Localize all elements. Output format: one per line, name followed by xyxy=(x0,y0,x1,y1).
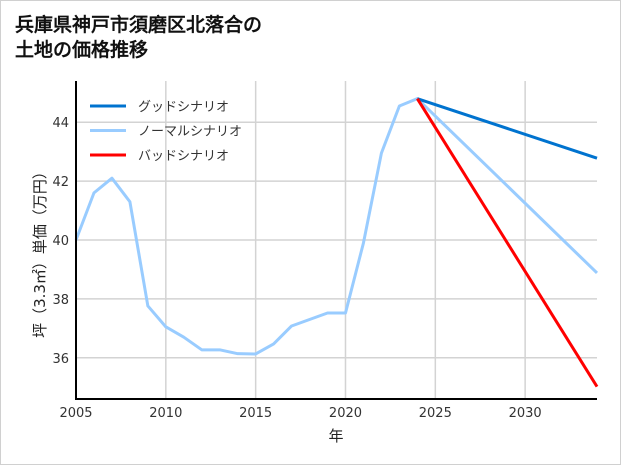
chart-title-line-1: 兵庫県神戸市須磨区北落合の xyxy=(15,14,263,36)
series-lines xyxy=(74,97,599,388)
tick-labels: 2005 2010 2015 2020 2025 2030 36 38 40 42 44 xyxy=(52,116,541,421)
legend-label: グッドシナリオ xyxy=(138,100,229,115)
grid xyxy=(76,81,597,399)
series-line-2 xyxy=(416,97,599,388)
y-tick-label: 42 xyxy=(52,175,69,190)
chart-title: 兵庫県神戸市須磨区北落合の 土地の価格推移 xyxy=(15,13,262,63)
x-tick-label: 2020 xyxy=(329,406,362,421)
series-line-1 xyxy=(74,97,599,356)
legend-label: ノーマルシナリオ xyxy=(138,125,242,140)
y-axis-label: 坪（3.3㎡）単価（万円） xyxy=(31,164,49,338)
y-tick-label: 44 xyxy=(52,116,69,131)
x-tick-label: 2005 xyxy=(59,406,92,421)
y-tick-label: 40 xyxy=(52,234,69,249)
y-tick-label: 38 xyxy=(52,293,69,308)
x-tick-label: 2025 xyxy=(419,406,452,421)
chart-title-line-2: 土地の価格推移 xyxy=(15,39,149,61)
x-tick-label: 2030 xyxy=(509,406,542,421)
series-line-0 xyxy=(416,97,598,160)
x-axis-label: 年 xyxy=(328,427,343,445)
legend-label: バッドシナリオ xyxy=(138,149,229,164)
x-tick-label: 2010 xyxy=(149,406,182,421)
y-tick-label: 36 xyxy=(52,352,69,367)
x-tick-label: 2015 xyxy=(239,406,272,421)
